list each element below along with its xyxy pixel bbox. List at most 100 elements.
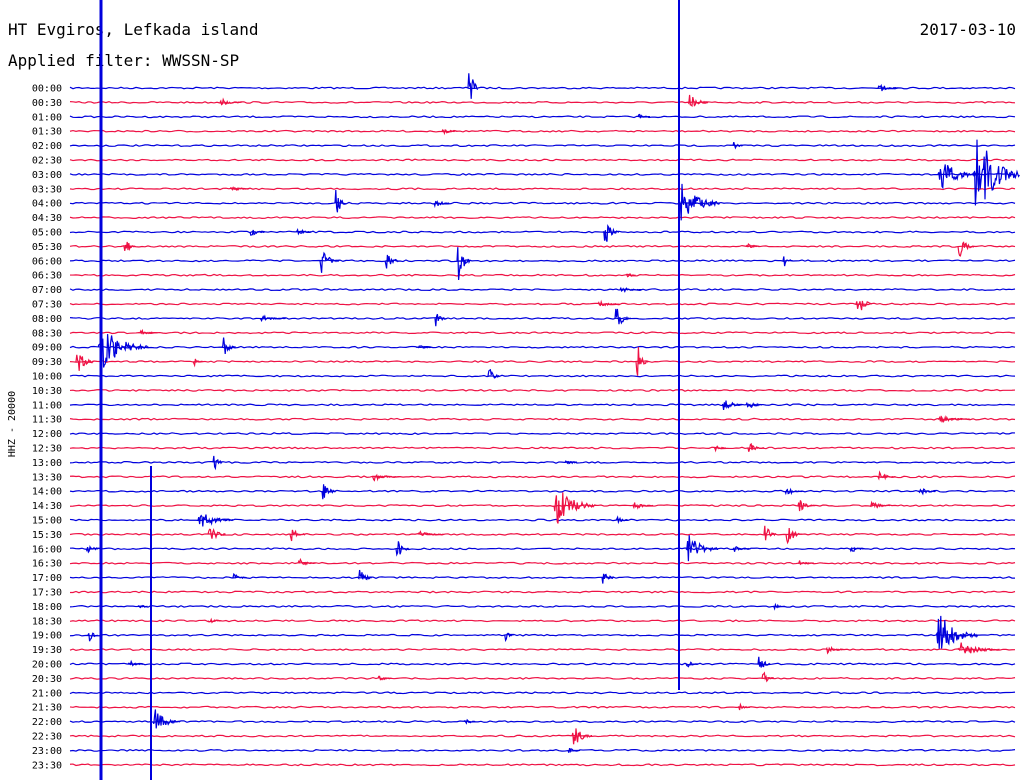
seismic-event xyxy=(249,229,266,236)
time-label: 02:00 xyxy=(32,141,62,152)
time-label: 17:00 xyxy=(32,573,62,584)
time-label: 20:30 xyxy=(32,674,62,685)
seismic-event xyxy=(732,142,743,150)
seismic-event xyxy=(687,94,709,108)
trace-row-0030 xyxy=(69,100,1016,104)
time-label: 04:00 xyxy=(32,199,62,210)
date-label: 2017-03-10 xyxy=(919,20,1016,39)
trace-row-1100 xyxy=(69,403,1016,407)
trace-group xyxy=(69,86,1016,767)
seismic-event xyxy=(782,256,793,267)
seismic-event xyxy=(745,242,760,248)
seismic-event xyxy=(737,702,751,711)
time-label: 07:00 xyxy=(32,285,62,296)
seismic-event xyxy=(377,675,392,681)
seismic-event xyxy=(334,190,347,213)
seismic-event xyxy=(503,632,514,643)
trace-row-1000 xyxy=(69,374,1016,378)
seismic-event xyxy=(139,328,158,335)
time-label: 12:30 xyxy=(32,444,62,455)
filter-label: Applied filter: WWSSN-SP xyxy=(8,51,240,70)
trace-row-1630 xyxy=(69,561,1016,565)
trace-row-0400 xyxy=(69,201,1016,205)
seismic-event xyxy=(597,299,620,307)
seismic-event xyxy=(785,528,803,545)
seismic-event xyxy=(87,632,98,642)
time-label: 03:30 xyxy=(32,184,62,195)
time-label: 10:30 xyxy=(32,386,62,397)
time-label: 08:00 xyxy=(32,314,62,325)
time-label: 00:00 xyxy=(32,84,62,95)
seismic-event xyxy=(456,247,471,281)
seismic-event xyxy=(825,645,844,655)
trace-row-1800 xyxy=(69,604,1016,608)
seismic-event xyxy=(713,445,727,453)
trace-row-0700 xyxy=(69,288,1016,292)
trace-row-0200 xyxy=(69,144,1016,148)
seismic-event xyxy=(772,602,786,611)
seismic-event xyxy=(434,313,447,327)
time-label: 00:30 xyxy=(32,98,62,109)
time-label: 14:30 xyxy=(32,501,62,512)
seismic-event xyxy=(297,557,316,566)
trace-row-2230 xyxy=(69,734,1016,738)
time-label: 23:30 xyxy=(32,760,62,771)
seismic-event xyxy=(763,525,777,541)
seismic-event xyxy=(567,747,581,754)
trace-row-1330 xyxy=(69,475,1016,479)
seismic-event xyxy=(855,300,873,311)
time-label: 16:00 xyxy=(32,544,62,555)
trace-row-2200 xyxy=(69,720,1016,724)
time-label: 23:00 xyxy=(32,746,62,757)
seismic-event xyxy=(972,139,1020,206)
event-group xyxy=(75,73,1020,754)
time-label: 05:30 xyxy=(32,242,62,253)
seismic-event xyxy=(637,113,651,119)
time-label: 06:00 xyxy=(32,256,62,267)
time-label: 13:30 xyxy=(32,472,62,483)
seismic-event xyxy=(877,83,899,92)
trace-row-1200 xyxy=(69,432,1016,436)
time-label: 08:30 xyxy=(32,328,62,339)
seismic-event xyxy=(745,401,763,408)
time-label: 01:00 xyxy=(32,112,62,123)
seismic-event xyxy=(219,97,242,106)
time-label: 15:30 xyxy=(32,530,62,541)
time-label: 21:00 xyxy=(32,688,62,699)
time-label: 11:30 xyxy=(32,415,62,426)
seismic-event xyxy=(602,224,620,242)
time-label: 07:30 xyxy=(32,300,62,311)
trace-row-2000 xyxy=(69,662,1016,666)
time-label-group: 00:00 00:30 01:00 01:30 02:00 02:30 03:00 03:30… xyxy=(32,84,62,772)
seismic-event xyxy=(564,460,578,465)
time-label: 16:30 xyxy=(32,559,62,570)
time-label: 15:00 xyxy=(32,516,62,527)
time-label: 04:30 xyxy=(32,213,62,224)
trace-row-0330 xyxy=(69,187,1016,191)
trace-row-0100 xyxy=(69,115,1016,119)
trace-row-1600 xyxy=(69,547,1016,551)
trace-row-1230 xyxy=(69,446,1016,450)
seismic-event xyxy=(553,492,596,524)
seismic-event xyxy=(319,251,340,273)
seismic-event xyxy=(384,254,400,269)
seismic-event xyxy=(417,530,444,537)
seismic-event xyxy=(207,617,222,624)
time-label: 22:00 xyxy=(32,717,62,728)
trace-row-0630 xyxy=(69,273,1016,277)
seismic-event xyxy=(487,368,500,379)
seismic-event xyxy=(75,354,94,371)
trace-row-1300 xyxy=(69,460,1016,464)
trace-row-0500 xyxy=(69,230,1016,234)
seismic-event xyxy=(625,272,636,278)
seismic-event xyxy=(957,642,1000,654)
time-label: 19:00 xyxy=(32,631,62,642)
seismic-event xyxy=(357,569,372,581)
seismic-event xyxy=(415,345,432,350)
trace-row-2030 xyxy=(69,676,1016,680)
time-label: 18:00 xyxy=(32,602,62,613)
time-label: 18:30 xyxy=(32,616,62,627)
seismic-event xyxy=(877,470,896,481)
seismic-event xyxy=(127,659,144,667)
